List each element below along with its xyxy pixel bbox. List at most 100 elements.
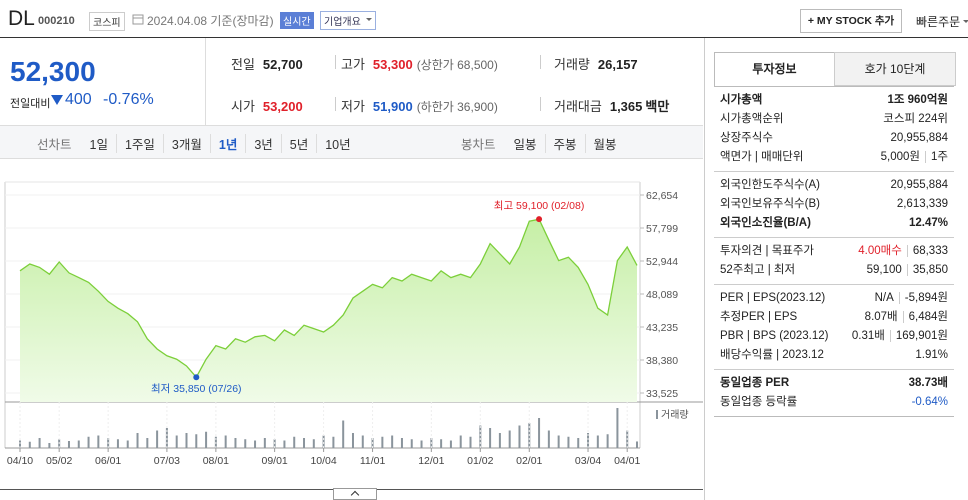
info-group: 동일업종 PER 38.73배 동일업종 등락률 -0.64% [714, 370, 954, 416]
price-line [19, 218, 638, 379]
period-tab[interactable]: 1주일 [115, 134, 163, 153]
dropdown-arrow [365, 18, 372, 24]
volume-bar [146, 438, 149, 448]
volume-bar [97, 435, 100, 448]
volume-bar [577, 438, 580, 448]
mystock-button[interactable]: + MY STOCK 추가 [800, 9, 902, 33]
period-tab[interactable]: 5년 [280, 134, 316, 153]
period-tab[interactable]: 3개월 [162, 134, 210, 153]
x-tick-label: 03/04 [575, 455, 601, 467]
volume-bar [361, 435, 364, 448]
info-value: 5,000원 [880, 151, 921, 163]
info-row: 외국인한도주식수(A) 20,955,884 [714, 176, 954, 195]
info-value: 4.00매수 [858, 245, 902, 257]
collapse-button[interactable] [333, 488, 377, 500]
volume-legend-icon [656, 410, 658, 419]
candle-tab[interactable]: 주봉 [544, 134, 585, 153]
x-tick-label: 08/01 [203, 455, 229, 467]
info-label: PBR | BPS (2023.12) [720, 330, 829, 342]
candle-tab[interactable]: 월봉 [584, 134, 625, 153]
info-value: 38.73배 [908, 377, 948, 389]
panel-divider [704, 38, 705, 500]
y-tick-label: 52,944 [646, 256, 678, 268]
quote-item: 시가 53,200 [231, 96, 303, 115]
x-tick-label: 05/02 [46, 455, 72, 467]
info-value: N/A [874, 292, 894, 304]
change-rate: -0.76% [103, 91, 154, 108]
info-values: 38.73배 [904, 374, 948, 393]
down-arrow [51, 95, 63, 105]
quote-label: 거래량 [554, 57, 590, 72]
quote-note: (상한가 68,500) [416, 58, 498, 72]
info-values: 4.00매수 68,333 [853, 242, 948, 261]
volume-bar [420, 440, 423, 448]
quote-value: 26,157 [597, 57, 638, 72]
quote-value: 53,300 [372, 57, 413, 72]
volume-bar [596, 435, 599, 448]
info-row: 외국인보유주식수(B) 2,613,339 [714, 195, 954, 214]
current-price: 52,300 [10, 56, 96, 87]
period-tab[interactable]: 3년 [245, 134, 280, 153]
volume-bar [410, 439, 413, 448]
volume-bar [400, 438, 403, 448]
info-row: 동일업종 등락률 -0.64% [714, 393, 954, 412]
candle-tabs: 봉차트 일봉 주봉 월봉 [461, 134, 625, 153]
info-row: PER | EPS(2023.12) N/A -5,894원 [714, 289, 954, 308]
realtime-badge[interactable]: 실시간 [280, 12, 314, 29]
quote-item: 고가 53,300 (상한가 68,500) [341, 54, 498, 73]
y-tick-label: 38,380 [646, 355, 678, 367]
low-marker [193, 374, 200, 381]
volume-bar [587, 433, 590, 448]
info-value: 1.91% [915, 349, 948, 361]
change-value: 400 [65, 91, 92, 108]
quick-order-label: 빠른주문 [916, 15, 961, 29]
company-label: 기업개요 [324, 17, 361, 28]
volume-bar [28, 441, 31, 448]
x-tick-label: 04/10 [7, 455, 33, 467]
price-area [20, 219, 637, 402]
info-value: 12.47% [908, 217, 948, 229]
company-dropdown[interactable]: 기업개요 [320, 11, 376, 30]
x-tick-label: 12/01 [418, 455, 444, 467]
info-label: 외국인소진율(B/A) [720, 217, 811, 229]
volume-bar [342, 420, 345, 448]
volume-bar [195, 434, 198, 448]
volume-bar [87, 436, 90, 448]
info-value: 8.07배 [864, 311, 898, 323]
period-tab[interactable]: 10년 [316, 134, 358, 153]
collapse-icon [350, 490, 360, 500]
period-tab[interactable]: 1년 [209, 134, 245, 153]
info-label: 동일업종 등락률 [720, 396, 798, 408]
divider [205, 38, 206, 125]
info-label: 액면가 | 매매단위 [720, 151, 804, 163]
volume-bar [469, 436, 472, 448]
info-label: 투자의견 | 목표주가 [720, 245, 815, 257]
info-row: 외국인소진율(B/A) 12.47% [714, 214, 954, 233]
stock-code: 000210 [38, 15, 75, 27]
info-value: 1주 [925, 151, 948, 163]
info-group: 외국인한도주식수(A) 20,955,884 외국인보유주식수(B) 2,613,33… [714, 172, 954, 238]
divider [540, 55, 541, 69]
period-tab[interactable]: 1일 [89, 138, 108, 152]
info-values: 20,955,884 [885, 129, 948, 148]
volume-bar [175, 435, 178, 448]
info-values: 59,100 35,850 [862, 261, 948, 280]
info-tab-active[interactable]: 투자정보 [714, 52, 835, 86]
divider [540, 97, 541, 111]
quote-item: 전일 52,700 [231, 54, 303, 73]
volume-bar [616, 408, 619, 448]
info-values: 12.47% [904, 214, 948, 233]
info-values: 2,613,339 [892, 195, 948, 214]
volume-bar [312, 439, 315, 448]
info-label: 추정PER | EPS [720, 311, 798, 323]
y-tick-label: 48,089 [646, 289, 678, 301]
volume-bar [508, 430, 511, 448]
calendar-icon [132, 14, 144, 25]
quick-order[interactable]: 빠른주문 [916, 13, 968, 30]
candle-tab[interactable]: 일봉 [513, 138, 537, 152]
volume-bar [67, 441, 70, 448]
info-tab[interactable]: 호가 10단계 [834, 52, 956, 86]
volume-label: 거래량 [661, 409, 689, 421]
volume-bar [77, 440, 80, 448]
volume-bar [538, 418, 541, 448]
